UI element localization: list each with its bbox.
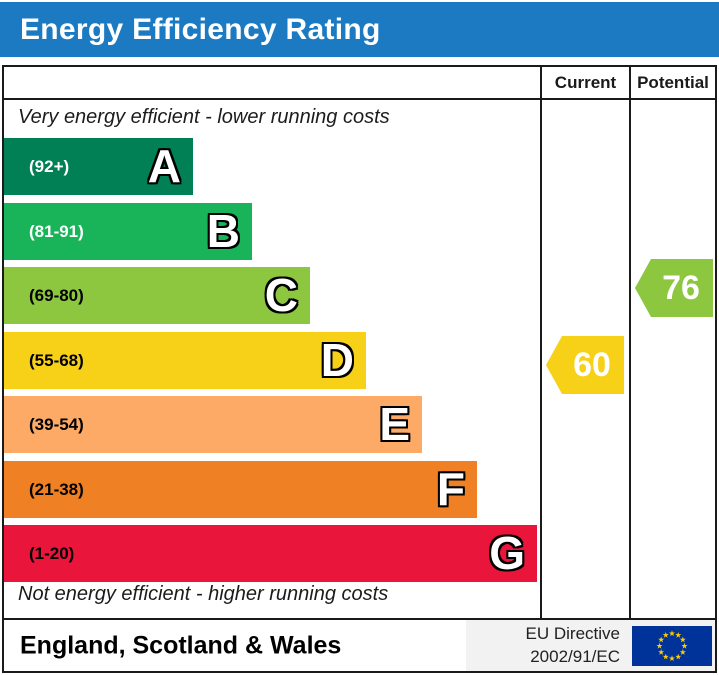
eu-directive-line2: 2002/91/EC bbox=[530, 646, 620, 666]
band-range-label: (39-54) bbox=[29, 414, 84, 434]
band-e: (39-54) E bbox=[4, 396, 422, 453]
potential-rating-arrow: 76 bbox=[635, 259, 713, 317]
title-bar: Energy Efficiency Rating bbox=[0, 2, 719, 57]
band-letter: E bbox=[379, 397, 410, 450]
band-g: (1-20) G bbox=[4, 525, 537, 582]
band-b: (81-91) B bbox=[4, 203, 252, 260]
band-letter: F bbox=[436, 462, 465, 515]
page-title: Energy Efficiency Rating bbox=[20, 12, 381, 46]
band-range-label: (69-80) bbox=[29, 285, 84, 305]
current-rating-value: 60 bbox=[573, 345, 611, 384]
band-f: (21-38) F bbox=[4, 461, 477, 518]
band-c: (69-80) C bbox=[4, 267, 310, 324]
eu-flag-icon bbox=[632, 625, 712, 666]
eu-directive-panel: EU Directive 2002/91/EC bbox=[465, 620, 715, 671]
top-note: Very energy efficient - lower running co… bbox=[18, 106, 390, 128]
header-underline bbox=[4, 98, 715, 100]
band-letter: D bbox=[320, 333, 354, 386]
rating-table: Current Potential Very energy efficient … bbox=[2, 65, 717, 620]
band-d: (55-68) D bbox=[4, 332, 366, 389]
band-a: (92+) A bbox=[4, 138, 193, 195]
footer-bar: England, Scotland & Wales EU Directive 2… bbox=[2, 620, 717, 673]
current-rating-arrow: 60 bbox=[546, 336, 624, 394]
band-range-label: (21-38) bbox=[29, 479, 84, 499]
bottom-note: Not energy efficient - higher running co… bbox=[18, 583, 389, 605]
potential-rating-value: 76 bbox=[662, 268, 700, 307]
band-range-label: (81-91) bbox=[29, 221, 84, 241]
band-letter: C bbox=[264, 268, 298, 321]
band-letter: A bbox=[147, 139, 181, 192]
band-range-label: (92+) bbox=[29, 156, 70, 176]
eu-directive-line1: EU Directive bbox=[525, 624, 620, 644]
band-range-label: (1-20) bbox=[29, 543, 75, 563]
potential-column-header: Potential bbox=[637, 72, 709, 92]
band-letter: G bbox=[489, 526, 525, 579]
region-label: England, Scotland & Wales bbox=[20, 631, 342, 659]
potential-column-divider bbox=[629, 67, 631, 618]
current-column-divider bbox=[540, 67, 542, 618]
eu-directive-text: EU Directive 2002/91/EC bbox=[526, 623, 620, 667]
band-letter: B bbox=[206, 204, 240, 257]
band-range-label: (55-68) bbox=[29, 350, 84, 370]
current-column-header: Current bbox=[554, 72, 617, 92]
